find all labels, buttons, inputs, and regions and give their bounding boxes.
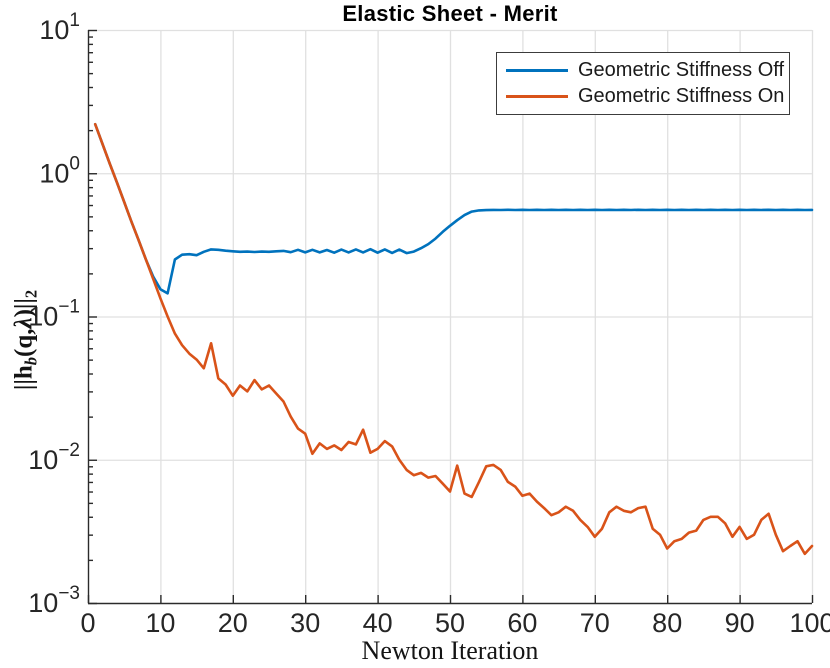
legend-label-off: Geometric Stiffness Off <box>578 59 785 81</box>
y-axis-label-segment: 2 <box>21 289 41 299</box>
x-tick-label: 90 <box>725 608 755 638</box>
y-axis-label-segment: ||h <box>10 365 38 391</box>
legend-line-sample-off <box>506 69 568 72</box>
x-tick-label: 50 <box>435 608 465 638</box>
y-axis-label-segment: )|| <box>10 298 38 318</box>
tick-marks <box>87 29 814 605</box>
chart-title: Elastic Sheet - Merit <box>342 1 558 26</box>
y-axis-label-segment: b <box>21 357 41 366</box>
gridlines <box>88 29 814 603</box>
y-axis-label: ||hb(q,λ)||2 <box>11 290 42 390</box>
x-tick-label: 30 <box>290 608 320 638</box>
x-tick-label: 0 <box>80 608 95 638</box>
x-tick-label: 80 <box>652 608 682 638</box>
series-line-stiffness-on <box>93 122 814 556</box>
x-tick-label: 10 <box>145 608 175 638</box>
legend-item-stiffness-off: Geometric Stiffness Off <box>497 59 789 82</box>
y-axis-label-segment: (q, <box>10 328 38 358</box>
y-axis-label-segment: λ <box>10 317 38 329</box>
legend-item-stiffness-on: Geometric Stiffness On <box>497 85 789 108</box>
y-tick-label: 10−1 <box>28 297 80 332</box>
x-tick-label: 60 <box>507 608 537 638</box>
x-tick-label: 40 <box>363 608 393 638</box>
y-tick-label: 10−3 <box>28 583 80 618</box>
x-axis-label: Newton Iteration <box>361 636 539 665</box>
x-tick-label: 100 <box>789 608 830 638</box>
y-tick-label: 100 <box>39 153 80 188</box>
series-line-stiffness-off <box>93 122 814 295</box>
y-tick-label: 101 <box>39 10 80 45</box>
legend-line-sample-on <box>506 95 568 98</box>
legend: Geometric Stiffness Off Geometric Stiffn… <box>496 52 790 115</box>
x-tick-label: 20 <box>218 608 248 638</box>
tick-labels: 0 10 20 30 40 50 60 70 80 90 100 101 100 10−1 10−2 10−3 <box>28 10 830 638</box>
x-tick-label: 70 <box>580 608 610 638</box>
legend-label-on: Geometric Stiffness On <box>578 85 785 107</box>
y-tick-label: 10−2 <box>28 440 80 475</box>
